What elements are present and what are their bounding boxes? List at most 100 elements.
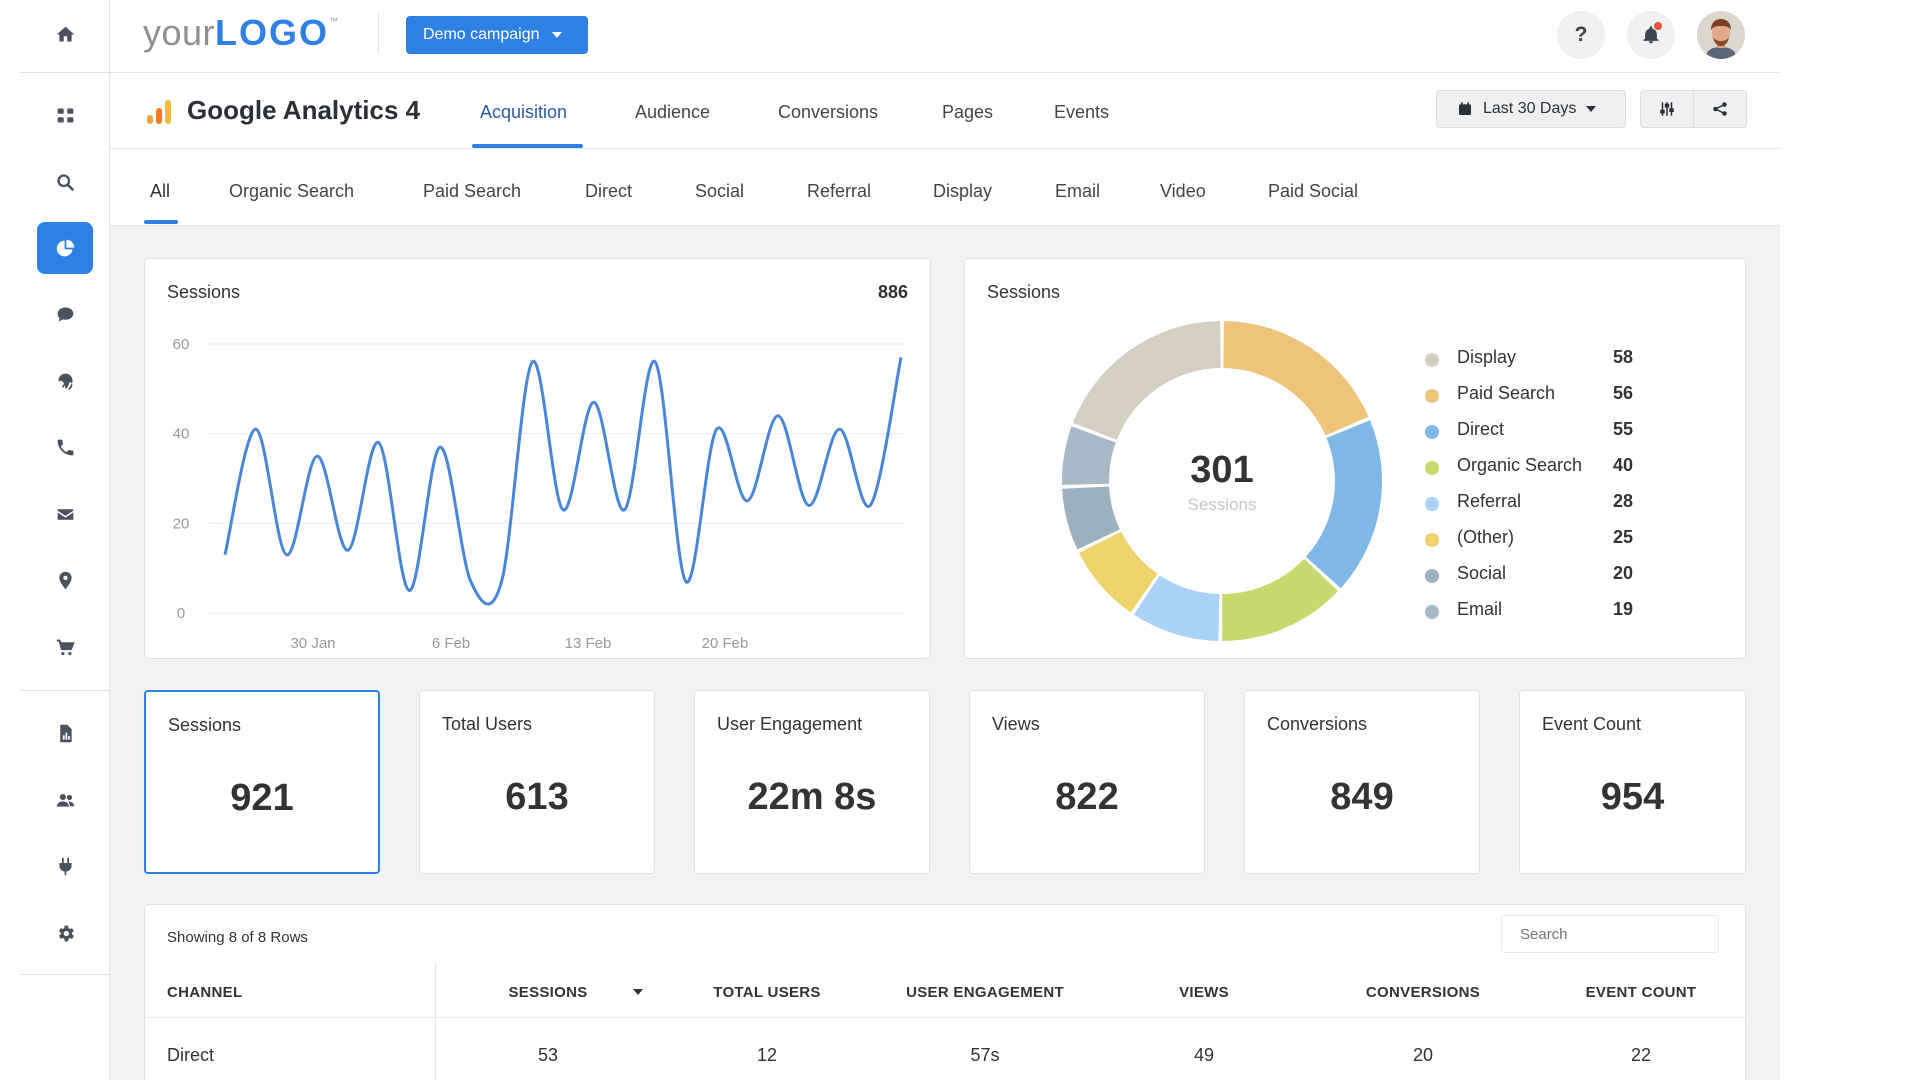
report-icon[interactable] (37, 707, 93, 759)
x-tick-label: 30 Jan (290, 635, 335, 652)
legend-label: Direct (1457, 419, 1505, 439)
row-divider (145, 1017, 1745, 1018)
legend-swatch (1425, 353, 1439, 367)
column-header-user-engagement[interactable]: USER ENGAGEMENT (906, 984, 1064, 1001)
table-cell-views: 49 (1193, 1045, 1215, 1065)
help-button[interactable]: ? (1557, 11, 1605, 59)
top-bar: yourLOGO™ Demo campaign ? (110, 0, 1780, 73)
subtab-direct[interactable]: Direct (585, 181, 633, 201)
donut-center-value: 301 (1190, 449, 1254, 491)
column-header-event-count[interactable]: EVENT COUNT (1585, 984, 1697, 1001)
legend-item[interactable]: Social 20 (1425, 563, 1665, 587)
left-sidebar (0, 0, 110, 1080)
x-tick-label: 6 Feb (432, 635, 470, 652)
stat-value: 822 (1055, 776, 1119, 818)
share-button[interactable] (1693, 90, 1747, 128)
subtab-display[interactable]: Display (933, 181, 993, 201)
subtab-referral[interactable]: Referral (807, 181, 872, 201)
sessions-total: 886 (877, 282, 908, 302)
search-icon[interactable] (37, 156, 93, 208)
column-header-channel[interactable]: CHANNEL (167, 984, 243, 1001)
pie-chart-icon[interactable] (37, 222, 93, 274)
legend-swatch (1425, 569, 1439, 583)
cart-icon[interactable] (37, 621, 93, 673)
column-header-views[interactable]: VIEWS (1179, 984, 1229, 1001)
legend-label: Referral (1457, 491, 1522, 511)
subtab-all[interactable]: All (150, 181, 171, 201)
date-range-dropdown[interactable]: Last 30 Days (1436, 90, 1626, 128)
legend-item[interactable]: Display 58 (1425, 347, 1665, 371)
stat-card-event-count[interactable]: Event Count 954 (1519, 690, 1746, 874)
stat-card-conversions[interactable]: Conversions 849 (1244, 690, 1480, 874)
stat-card-sessions[interactable]: Sessions 921 (144, 690, 380, 874)
stat-card-user-engagement[interactable]: User Engagement 22m 8s (694, 690, 930, 874)
y-tick-label: 60 (173, 336, 190, 353)
location-pin-icon[interactable] (37, 554, 93, 606)
legend-item[interactable]: (Other) 25 (1425, 527, 1665, 551)
brand-logo[interactable]: yourLOGO™ (143, 12, 339, 53)
y-tick-label: 20 (173, 515, 190, 532)
channel-table: Showing 8 of 8 Rows CHANNEL SESSIONS TOT… (144, 904, 1746, 1080)
gear-icon[interactable] (37, 907, 93, 959)
legend-swatch (1425, 497, 1439, 511)
subtab-video[interactable]: Video (1160, 181, 1206, 201)
stat-label: Conversions (1267, 714, 1368, 734)
stat-value: 849 (1330, 776, 1394, 818)
legend-item[interactable]: Direct 55 (1425, 419, 1665, 443)
card-title: Sessions (167, 282, 241, 302)
mail-icon[interactable] (37, 488, 93, 540)
subtab-social[interactable]: Social (695, 181, 745, 201)
tab-acquisition[interactable]: Acquisition (480, 102, 568, 122)
legend-swatch (1425, 425, 1439, 439)
legend-label: (Other) (1457, 527, 1515, 547)
campaign-dropdown[interactable]: Demo campaign (406, 16, 588, 54)
tab-pages[interactable]: Pages (942, 102, 994, 122)
legend-item[interactable]: Email 19 (1425, 599, 1665, 623)
channel-subtabs: All Organic Search Paid Search Direct So… (110, 149, 1780, 226)
user-avatar-icon (1697, 11, 1745, 59)
subtab-paid-search[interactable]: Paid Search (423, 181, 522, 201)
legend-item[interactable]: Organic Search 40 (1425, 455, 1665, 479)
stat-value: 954 (1600, 776, 1665, 818)
users-icon[interactable] (37, 774, 93, 826)
tab-audience[interactable]: Audience (635, 102, 711, 122)
legend-value: 28 (1613, 491, 1634, 511)
subtab-email[interactable]: Email (1055, 181, 1101, 201)
plug-icon[interactable] (37, 840, 93, 892)
subtab-organic-search[interactable]: Organic Search (229, 181, 355, 201)
filter-settings-button[interactable] (1640, 90, 1694, 128)
tab-conversions[interactable]: Conversions (778, 102, 879, 122)
column-header-conversions[interactable]: CONVERSIONS (1365, 984, 1481, 1001)
legend-label: Social (1457, 563, 1507, 583)
phone-icon[interactable] (37, 421, 93, 473)
home-icon[interactable] (37, 8, 93, 60)
column-header-total-users[interactable]: TOTAL USERS (713, 984, 821, 1001)
tab-events[interactable]: Events (1054, 102, 1110, 122)
chevron-down-icon (1586, 106, 1597, 112)
sort-desc-icon[interactable] (633, 989, 643, 995)
legend-item[interactable]: Paid Search 56 (1425, 383, 1665, 407)
fingerprint-icon[interactable] (37, 355, 93, 407)
sessions-line-card: Sessions 886 0 20 40 60 30 Jan 6 Feb 13 Feb 20 … (144, 258, 931, 659)
stat-label: User Engagement (717, 714, 863, 734)
apps-icon[interactable] (37, 89, 93, 141)
subtab-paid-social[interactable]: Paid Social (1268, 181, 1359, 201)
rows-info: Showing 8 of 8 Rows (167, 929, 308, 946)
stat-value: 613 (505, 776, 569, 818)
donut-slice-direct (1305, 420, 1382, 589)
column-header-sessions[interactable]: SESSIONS (508, 984, 588, 1001)
legend-item[interactable]: Referral 28 (1425, 491, 1665, 515)
table-cell-total-users: 12 (756, 1045, 778, 1065)
avatar[interactable] (1697, 11, 1745, 59)
stat-card-views[interactable]: Views 822 (969, 690, 1205, 874)
table-cell-sessions: 53 (537, 1045, 559, 1065)
table-search-input[interactable] (1501, 915, 1719, 953)
stat-label: Total Users (442, 714, 533, 734)
card-title: Sessions (987, 282, 1061, 302)
donut-slice-other (1079, 531, 1158, 613)
notifications-button[interactable] (1627, 11, 1675, 59)
stat-value: 22m 8s (747, 776, 877, 818)
stat-card-total-users[interactable]: Total Users 613 (419, 690, 655, 874)
chat-icon[interactable] (37, 288, 93, 340)
donut-slice-email (1062, 426, 1116, 485)
